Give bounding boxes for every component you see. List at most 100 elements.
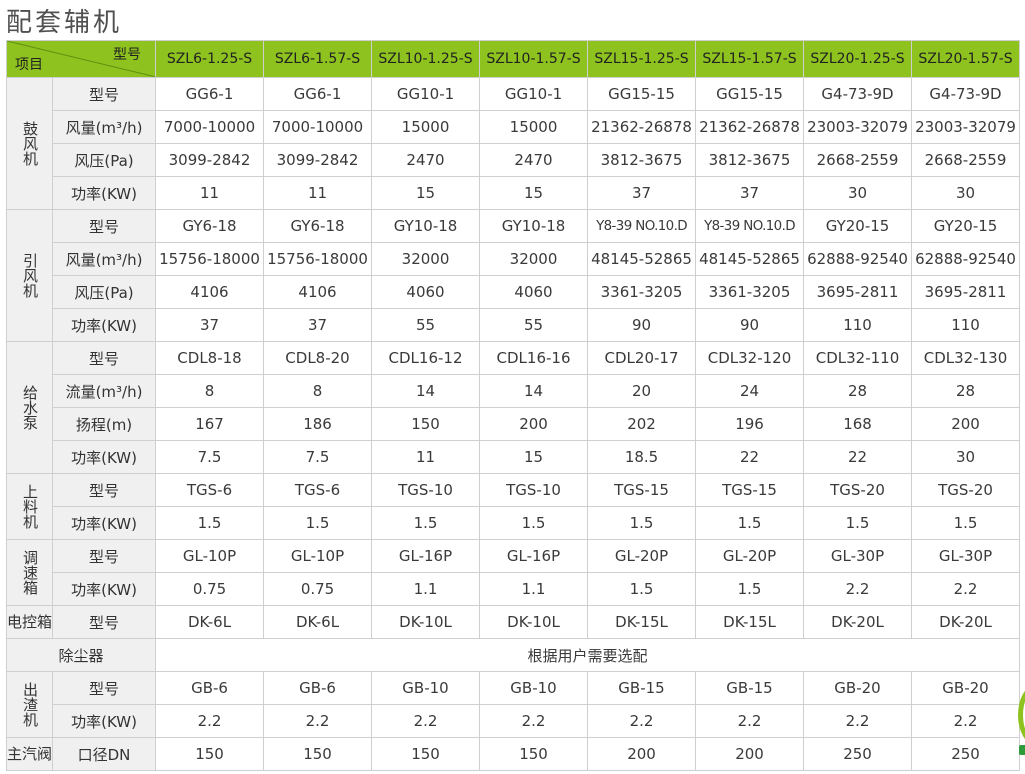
value-cell: TGS-15	[695, 473, 805, 507]
value-cell: 37	[587, 176, 697, 210]
model-header: SZL6-1.57-S	[263, 40, 373, 78]
parameter-label: 风压(Pa)	[52, 275, 157, 309]
value-cell: GY10-18	[371, 209, 481, 243]
value-cell: TGS-20	[803, 473, 913, 507]
model-header: SZL10-1.25-S	[371, 40, 481, 78]
value-cell: 1.5	[803, 506, 913, 540]
value-cell: 30	[803, 176, 913, 210]
value-cell: 2.2	[371, 704, 481, 738]
table-row: 给水泵 型号 CDL8-18 CDL8-20 CDL16-12 CDL16-16 CDL20…	[5, 341, 1021, 474]
value-cell: 200	[587, 737, 697, 771]
value-cell: GL-30P	[911, 539, 1021, 573]
value-cell: 1.5	[155, 506, 265, 540]
parameter-label: 型号	[52, 539, 157, 573]
value-cell: 11	[263, 176, 373, 210]
value-cell: 1.5	[695, 572, 805, 606]
value-cell: 23003-32079	[803, 110, 913, 144]
value-cell: GG6-1	[155, 77, 265, 111]
value-cell: DK-15L	[587, 605, 697, 639]
value-cell: 0.75	[263, 572, 373, 606]
value-cell: GY20-15	[911, 209, 1021, 243]
value-cell: Y8-39 NO.10.D	[587, 209, 697, 243]
value-cell: 14	[479, 374, 589, 408]
value-cell: 4106	[263, 275, 373, 309]
value-cell: 1.5	[263, 506, 373, 540]
value-cell: GL-30P	[803, 539, 913, 573]
value-cell: CDL16-16	[479, 341, 589, 375]
value-cell: GB-10	[479, 671, 589, 705]
value-cell: 200	[911, 407, 1021, 441]
value-cell: 4060	[479, 275, 589, 309]
value-cell: 150	[263, 737, 373, 771]
value-cell: CDL20-17	[587, 341, 697, 375]
value-cell: DK-6L	[263, 605, 373, 639]
value-cell: 37	[695, 176, 805, 210]
value-cell: CDL32-130	[911, 341, 1021, 375]
value-cell: GG10-1	[479, 77, 589, 111]
table-row: 功率(KW) 37 37 55 55 90 90 110 110	[7, 308, 1021, 342]
group-label: 调速箱	[5, 539, 54, 606]
value-cell: 15	[479, 176, 589, 210]
value-cell: 90	[587, 308, 697, 342]
parameter-label: 型号	[52, 473, 157, 507]
value-cell: GY20-15	[803, 209, 913, 243]
value-cell: 7.5	[155, 440, 265, 474]
table-row: 调速箱 型号 GL-10P GL-10P GL-16P GL-16P GL-20P GL-20…	[5, 539, 1021, 606]
value-cell: 1.5	[587, 572, 697, 606]
value-cell: GB-6	[263, 671, 373, 705]
value-cell: 14	[371, 374, 481, 408]
value-cell: 2470	[371, 143, 481, 177]
value-cell: GB-15	[587, 671, 697, 705]
value-cell: 32000	[479, 242, 589, 276]
value-cell: CDL16-12	[371, 341, 481, 375]
corner-label-model: 型号	[113, 47, 142, 63]
model-header: SZL15-1.57-S	[695, 40, 805, 78]
value-cell: G4-73-9D	[911, 77, 1021, 111]
value-cell: GG15-15	[587, 77, 697, 111]
table-row: 风量(m³/h) 15756-18000 15756-18000 32000 32000…	[7, 242, 1021, 276]
value-cell: 15000	[371, 110, 481, 144]
table-row: 功率(KW) 1.5 1.5 1.5 1.5 1.5 1.5 1.5 1.5	[7, 506, 1021, 540]
value-cell: GB-6	[155, 671, 265, 705]
parameter-label: 功率(KW)	[52, 308, 157, 342]
value-cell: DK-20L	[803, 605, 913, 639]
value-cell: 15	[371, 176, 481, 210]
value-cell: 2.2	[479, 704, 589, 738]
value-cell: 1.5	[479, 506, 589, 540]
value-cell: 7000-10000	[263, 110, 373, 144]
parameter-label: 风量(m³/h)	[52, 110, 157, 144]
model-header: SZL10-1.57-S	[479, 40, 589, 78]
value-cell: TGS-10	[479, 473, 589, 507]
value-cell: GL-10P	[155, 539, 265, 573]
value-cell: 22	[695, 440, 805, 474]
group-label: 引风机	[5, 209, 54, 342]
table-row: 功率(KW) 7.5 7.5 11 15 18.5 22 22 30	[7, 440, 1021, 474]
value-cell: 15	[479, 440, 589, 474]
value-cell: 2668-2559	[803, 143, 913, 177]
parameter-label: 扬程(m)	[52, 407, 157, 441]
value-cell: 37	[155, 308, 265, 342]
parameter-label: 型号	[52, 605, 157, 639]
table-row: 上料机 型号 TGS-6 TGS-6 TGS-10 TGS-10 TGS-15 TGS-15 T…	[5, 473, 1021, 540]
value-cell: 32000	[371, 242, 481, 276]
value-cell: 1.5	[695, 506, 805, 540]
dust-collector-row: 除尘器 根据用户需要选配	[5, 638, 1021, 672]
value-cell: 8	[155, 374, 265, 408]
value-cell: TGS-6	[263, 473, 373, 507]
value-cell: GB-20	[803, 671, 913, 705]
table-row: 扬程(m) 167 186 150 200 202 196 168 200	[7, 407, 1021, 441]
header-corner-cell: 型号 项目	[5, 40, 157, 78]
value-cell: 1.5	[587, 506, 697, 540]
value-cell: 20	[587, 374, 697, 408]
table-row: 出渣机 型号 GB-6 GB-6 GB-10 GB-10 GB-15 GB-15 GB-20 GB…	[5, 671, 1021, 738]
group-label: 电控箱	[5, 605, 54, 639]
table-row: 引风机 型号 GY6-18 GY6-18 GY10-18 GY10-18 Y8-39 NO.…	[5, 209, 1021, 342]
value-cell: 2.2	[263, 704, 373, 738]
value-cell: 15756-18000	[263, 242, 373, 276]
parameter-label: 功率(KW)	[52, 704, 157, 738]
value-cell: 7.5	[263, 440, 373, 474]
table-row: 风量(m³/h) 7000-10000 7000-10000 15000 15000 21…	[7, 110, 1021, 144]
value-cell: 168	[803, 407, 913, 441]
value-cell: 196	[695, 407, 805, 441]
table-row: 风压(Pa) 3099-2842 3099-2842 2470 2470 3812-367…	[7, 143, 1021, 177]
